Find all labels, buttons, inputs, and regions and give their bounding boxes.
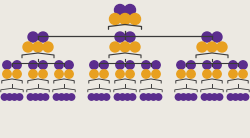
- Circle shape: [32, 94, 39, 100]
- Circle shape: [1, 94, 8, 100]
- Circle shape: [242, 94, 249, 100]
- Circle shape: [229, 70, 237, 78]
- Circle shape: [3, 61, 11, 69]
- Circle shape: [100, 61, 108, 69]
- Circle shape: [213, 70, 221, 78]
- Circle shape: [38, 32, 48, 42]
- Circle shape: [211, 94, 218, 100]
- Circle shape: [180, 94, 187, 100]
- Circle shape: [177, 70, 185, 78]
- Circle shape: [42, 94, 49, 100]
- Circle shape: [212, 32, 222, 42]
- Circle shape: [39, 70, 47, 78]
- Circle shape: [11, 94, 18, 100]
- Circle shape: [116, 70, 124, 78]
- Circle shape: [6, 94, 13, 100]
- Circle shape: [23, 42, 33, 52]
- Circle shape: [145, 94, 152, 100]
- Circle shape: [114, 5, 126, 15]
- Circle shape: [216, 94, 223, 100]
- Circle shape: [29, 70, 37, 78]
- Circle shape: [3, 70, 11, 78]
- Circle shape: [16, 94, 23, 100]
- Circle shape: [203, 61, 211, 69]
- Circle shape: [232, 94, 239, 100]
- Circle shape: [39, 61, 47, 69]
- Circle shape: [116, 61, 124, 69]
- Circle shape: [115, 32, 125, 42]
- Circle shape: [103, 94, 110, 100]
- Circle shape: [125, 32, 135, 42]
- Circle shape: [202, 32, 212, 42]
- Circle shape: [29, 61, 37, 69]
- Circle shape: [187, 70, 195, 78]
- Circle shape: [119, 94, 126, 100]
- Circle shape: [130, 42, 140, 52]
- Circle shape: [90, 61, 98, 69]
- Circle shape: [129, 94, 136, 100]
- Circle shape: [213, 61, 221, 69]
- Circle shape: [155, 94, 162, 100]
- Circle shape: [100, 70, 108, 78]
- Circle shape: [13, 61, 21, 69]
- Circle shape: [110, 42, 120, 52]
- Circle shape: [206, 94, 213, 100]
- Circle shape: [114, 94, 121, 100]
- Circle shape: [150, 94, 157, 100]
- Circle shape: [201, 94, 208, 100]
- Circle shape: [217, 42, 227, 52]
- Circle shape: [98, 94, 105, 100]
- Circle shape: [142, 61, 150, 69]
- Circle shape: [239, 70, 247, 78]
- Circle shape: [239, 61, 247, 69]
- Circle shape: [227, 94, 234, 100]
- Circle shape: [27, 94, 34, 100]
- Circle shape: [126, 61, 134, 69]
- Circle shape: [175, 94, 182, 100]
- Circle shape: [229, 61, 237, 69]
- Circle shape: [142, 70, 150, 78]
- Circle shape: [93, 94, 100, 100]
- Circle shape: [187, 61, 195, 69]
- Circle shape: [124, 94, 131, 100]
- Circle shape: [110, 14, 120, 25]
- Circle shape: [152, 70, 160, 78]
- Circle shape: [55, 70, 63, 78]
- Circle shape: [120, 14, 130, 25]
- Circle shape: [152, 61, 160, 69]
- Circle shape: [68, 94, 75, 100]
- Circle shape: [13, 70, 21, 78]
- Circle shape: [203, 70, 211, 78]
- Circle shape: [65, 70, 73, 78]
- Circle shape: [237, 94, 244, 100]
- Circle shape: [53, 94, 60, 100]
- Circle shape: [33, 42, 43, 52]
- Circle shape: [120, 42, 130, 52]
- Circle shape: [28, 32, 38, 42]
- Circle shape: [90, 70, 98, 78]
- Circle shape: [63, 94, 70, 100]
- Circle shape: [207, 42, 217, 52]
- Circle shape: [197, 42, 207, 52]
- Circle shape: [43, 42, 53, 52]
- Circle shape: [130, 14, 140, 25]
- Circle shape: [65, 61, 73, 69]
- Circle shape: [58, 94, 65, 100]
- Circle shape: [88, 94, 95, 100]
- Circle shape: [185, 94, 192, 100]
- Circle shape: [55, 61, 63, 69]
- Circle shape: [126, 70, 134, 78]
- Circle shape: [124, 5, 136, 15]
- Circle shape: [37, 94, 44, 100]
- Circle shape: [140, 94, 147, 100]
- Circle shape: [190, 94, 197, 100]
- Circle shape: [177, 61, 185, 69]
